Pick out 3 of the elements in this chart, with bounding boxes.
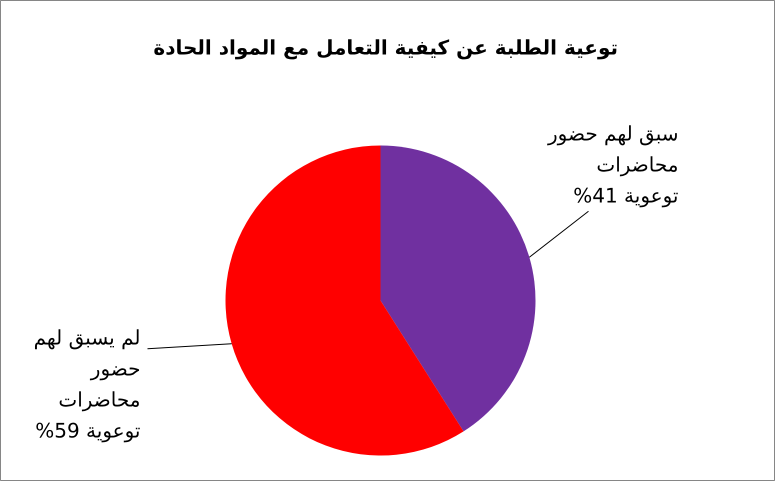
slice-label: سبق لهم حضور محاضرات توعوية 41%: [546, 121, 678, 208]
slice-label: لم يسبق لهم حضور محاضرات توعوية 59%: [34, 326, 140, 443]
chart-title: توعية الطلبة عن كيفية التعامل مع المواد الحادة: [153, 36, 618, 60]
